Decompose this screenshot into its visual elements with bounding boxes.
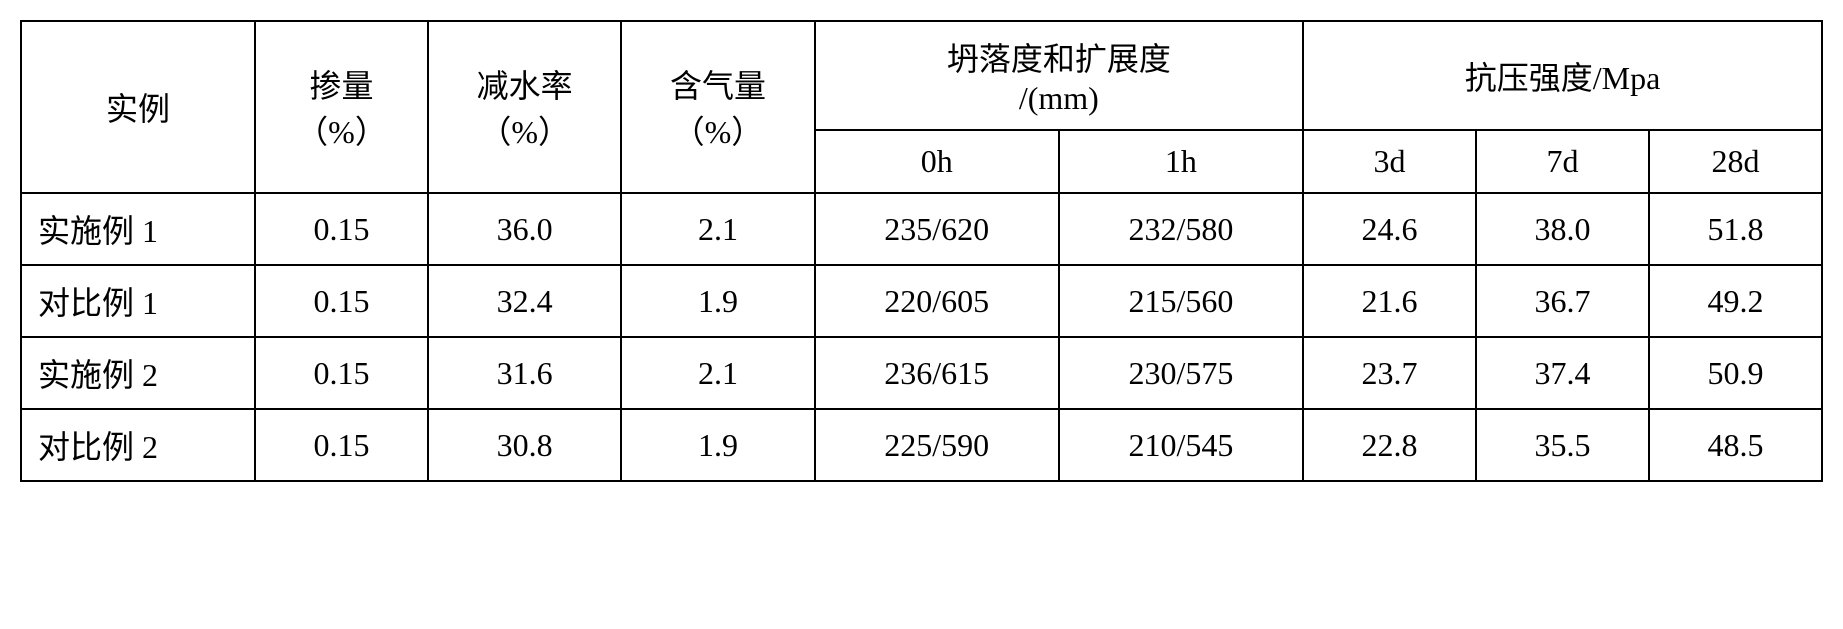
cell-strength-3d: 21.6 [1303, 265, 1476, 337]
header-slump-label: 坍落度和扩展度 [947, 41, 1171, 77]
table-body: 实施例 1 0.15 36.0 2.1 235/620 232/580 24.6… [21, 193, 1822, 481]
cell-strength-7d: 37.4 [1476, 337, 1649, 409]
header-dosage-label: 掺量 [309, 68, 373, 104]
cell-slump-0h: 220/605 [815, 265, 1059, 337]
row-label: 实施例 1 [21, 193, 255, 265]
cell-water-reduction: 30.8 [428, 409, 621, 481]
header-slump-spread: 坍落度和扩展度 /(mm) [815, 21, 1303, 130]
header-air-unit: （%） [673, 114, 764, 150]
cell-dosage: 0.15 [255, 337, 428, 409]
cell-slump-1h: 210/545 [1059, 409, 1303, 481]
cell-water-reduction: 32.4 [428, 265, 621, 337]
row-label: 对比例 2 [21, 409, 255, 481]
header-1h: 1h [1059, 130, 1303, 193]
cell-slump-1h: 215/560 [1059, 265, 1303, 337]
header-strength: 抗压强度/Mpa [1303, 21, 1822, 130]
table-row: 实施例 1 0.15 36.0 2.1 235/620 232/580 24.6… [21, 193, 1822, 265]
header-water-label: 减水率 [477, 68, 573, 104]
table-row: 对比例 1 0.15 32.4 1.9 220/605 215/560 21.6… [21, 265, 1822, 337]
header-strength-label: 抗压强度/Mpa [1465, 60, 1661, 96]
cell-dosage: 0.15 [255, 265, 428, 337]
header-water-reduction: 减水率 （%） [428, 21, 621, 193]
cell-strength-7d: 35.5 [1476, 409, 1649, 481]
cell-slump-1h: 230/575 [1059, 337, 1303, 409]
cell-slump-0h: 235/620 [815, 193, 1059, 265]
cell-slump-0h: 236/615 [815, 337, 1059, 409]
header-air-label: 含气量 [670, 68, 766, 104]
cell-air-content: 2.1 [621, 337, 814, 409]
table-row: 实施例 2 0.15 31.6 2.1 236/615 230/575 23.7… [21, 337, 1822, 409]
header-dosage: 掺量 （%） [255, 21, 428, 193]
row-label: 实施例 2 [21, 337, 255, 409]
cell-strength-3d: 22.8 [1303, 409, 1476, 481]
cell-air-content: 1.9 [621, 409, 814, 481]
row-label: 对比例 1 [21, 265, 255, 337]
header-28d: 28d [1649, 130, 1822, 193]
table-row: 对比例 2 0.15 30.8 1.9 225/590 210/545 22.8… [21, 409, 1822, 481]
cell-air-content: 2.1 [621, 193, 814, 265]
cell-slump-0h: 225/590 [815, 409, 1059, 481]
cell-air-content: 1.9 [621, 265, 814, 337]
header-row-1: 实例 掺量 （%） 减水率 （%） 含气量 （%） 坍落度和扩展度 /(mm) … [21, 21, 1822, 130]
header-air-content: 含气量 （%） [621, 21, 814, 193]
cell-strength-28d: 50.9 [1649, 337, 1822, 409]
header-example: 实例 [21, 21, 255, 193]
cell-strength-3d: 23.7 [1303, 337, 1476, 409]
header-3d: 3d [1303, 130, 1476, 193]
cell-strength-3d: 24.6 [1303, 193, 1476, 265]
cell-slump-1h: 232/580 [1059, 193, 1303, 265]
cell-strength-28d: 48.5 [1649, 409, 1822, 481]
header-slump-unit: /(mm) [1019, 80, 1099, 116]
header-7d: 7d [1476, 130, 1649, 193]
concrete-properties-table: 实例 掺量 （%） 减水率 （%） 含气量 （%） 坍落度和扩展度 /(mm) … [20, 20, 1823, 482]
cell-water-reduction: 36.0 [428, 193, 621, 265]
header-water-unit: （%） [479, 114, 570, 150]
cell-strength-28d: 49.2 [1649, 265, 1822, 337]
table-header: 实例 掺量 （%） 减水率 （%） 含气量 （%） 坍落度和扩展度 /(mm) … [21, 21, 1822, 193]
cell-dosage: 0.15 [255, 193, 428, 265]
cell-strength-7d: 36.7 [1476, 265, 1649, 337]
header-0h: 0h [815, 130, 1059, 193]
cell-strength-7d: 38.0 [1476, 193, 1649, 265]
cell-strength-28d: 51.8 [1649, 193, 1822, 265]
cell-water-reduction: 31.6 [428, 337, 621, 409]
header-example-label: 实例 [106, 91, 170, 127]
header-dosage-unit: （%） [296, 114, 387, 150]
cell-dosage: 0.15 [255, 409, 428, 481]
